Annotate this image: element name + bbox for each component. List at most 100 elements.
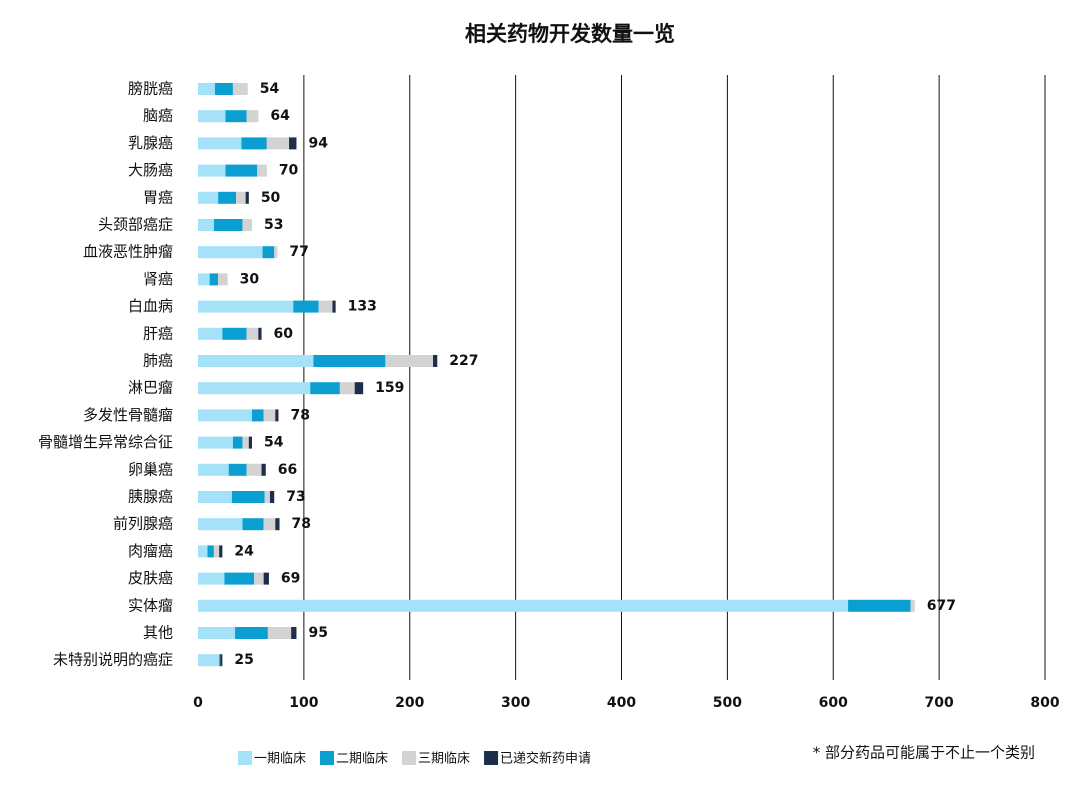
bar-segment — [313, 355, 386, 367]
y-tick-label: 皮肤癌 — [128, 569, 173, 587]
bar-segment — [218, 273, 228, 286]
total-label: 54 — [260, 81, 280, 97]
y-tick-label: 肾癌 — [143, 270, 173, 288]
bar-segment — [242, 518, 264, 531]
bar-segment — [198, 545, 208, 558]
bar-segment — [198, 110, 226, 123]
bar-segment — [289, 137, 297, 150]
y-tick-label: 血液恶性肿瘤 — [83, 243, 173, 261]
bar-segment — [213, 545, 220, 558]
x-tick-label: 300 — [501, 695, 530, 711]
y-tick-label: 实体瘤 — [128, 596, 173, 614]
bar-segment — [246, 463, 262, 476]
chart-title: 相关药物开发数量一览 — [465, 22, 675, 46]
bar-segment — [241, 137, 267, 150]
total-label: 64 — [270, 108, 290, 124]
bar-segment — [262, 246, 275, 259]
bar-segment — [275, 518, 280, 531]
bar-segment — [198, 273, 210, 286]
bar-segment — [235, 627, 268, 639]
bar-segment — [318, 300, 333, 313]
total-label: 70 — [279, 163, 299, 179]
legend-swatch — [320, 751, 335, 765]
bar-segment — [198, 246, 263, 259]
bar-segment — [198, 83, 215, 95]
bar-segment — [263, 572, 269, 585]
total-label: 53 — [264, 217, 283, 233]
bar-segment — [198, 409, 252, 422]
bar-segment — [198, 164, 226, 177]
x-tick-label: 800 — [1030, 695, 1059, 711]
y-tick-label: 骨髓增生异常综合征 — [38, 433, 173, 451]
y-tick-label: 前列腺癌 — [113, 515, 173, 533]
bar-segment — [248, 436, 252, 449]
bar-segment — [231, 491, 265, 503]
legend-swatch — [402, 751, 417, 765]
bar-segment — [198, 654, 220, 667]
total-label: 73 — [286, 489, 305, 505]
bar-segment — [291, 627, 297, 639]
bar-segment — [220, 654, 223, 667]
bar-segment — [225, 164, 258, 177]
y-tick-label: 肉瘤癌 — [128, 542, 173, 560]
y-tick-label: 白血病 — [128, 297, 173, 315]
bar-segment — [261, 463, 266, 476]
total-label: 50 — [261, 190, 281, 206]
y-tick-label: 膀胱癌 — [128, 80, 173, 98]
bar-segment — [198, 491, 232, 503]
bar-segment — [242, 436, 249, 449]
x-tick-label: 200 — [395, 695, 424, 711]
bar-segment — [198, 382, 311, 395]
y-tick-label: 淋巴瘤 — [128, 379, 173, 397]
bar-segment — [245, 191, 249, 204]
total-label: 159 — [375, 380, 404, 396]
bar-segment — [275, 409, 279, 422]
bar-segment — [198, 137, 242, 150]
total-label: 78 — [292, 516, 311, 532]
bar-segment — [251, 409, 264, 422]
bar-segment — [218, 191, 237, 204]
bar-segment — [225, 110, 247, 123]
bar-segment — [354, 382, 364, 395]
grid — [303, 75, 1046, 680]
legend-label: 二期临床 — [336, 752, 388, 767]
bar-segment — [274, 246, 278, 259]
bar-segment — [267, 627, 292, 639]
y-tick-label: 多发性骨髓瘤 — [83, 406, 173, 424]
legend-label: 一期临床 — [254, 752, 306, 767]
legend-label: 已递交新药申请 — [500, 751, 591, 767]
y-tick-label: 未特别说明的癌症 — [53, 651, 173, 669]
bar-segment — [385, 355, 434, 367]
y-tick-label: 胰腺癌 — [128, 488, 173, 506]
bar-segment — [236, 191, 246, 204]
bar-segment — [266, 137, 290, 150]
y-tick-label: 卵巢癌 — [128, 460, 173, 478]
total-label: 95 — [308, 625, 327, 641]
bar-segment — [258, 327, 262, 340]
bar-segment — [293, 300, 319, 313]
bar-segment — [246, 110, 259, 123]
total-label: 24 — [234, 543, 254, 559]
bar-segment — [269, 491, 275, 503]
bar-segment — [310, 382, 340, 395]
bar-segment — [264, 491, 270, 503]
bar-segment — [228, 463, 247, 476]
bar-segment — [257, 164, 267, 177]
bar-segment — [242, 219, 252, 231]
total-label: 54 — [264, 435, 284, 451]
total-label: 77 — [289, 244, 308, 260]
bar-segment — [222, 327, 247, 340]
legend-swatch — [484, 751, 499, 765]
legend-swatch — [238, 751, 252, 765]
bars — [198, 83, 915, 667]
y-tick-label: 脑癌 — [143, 107, 173, 125]
bar-segment — [224, 572, 255, 585]
total-label: 66 — [278, 462, 297, 478]
bar-segment — [198, 518, 243, 531]
y-tick-label: 肺癌 — [143, 352, 173, 370]
total-label: 69 — [281, 571, 300, 587]
bar-segment — [209, 273, 219, 286]
x-tick-label: 400 — [607, 695, 636, 711]
bar-segment — [198, 300, 294, 313]
x-tick-label: 700 — [925, 695, 954, 711]
